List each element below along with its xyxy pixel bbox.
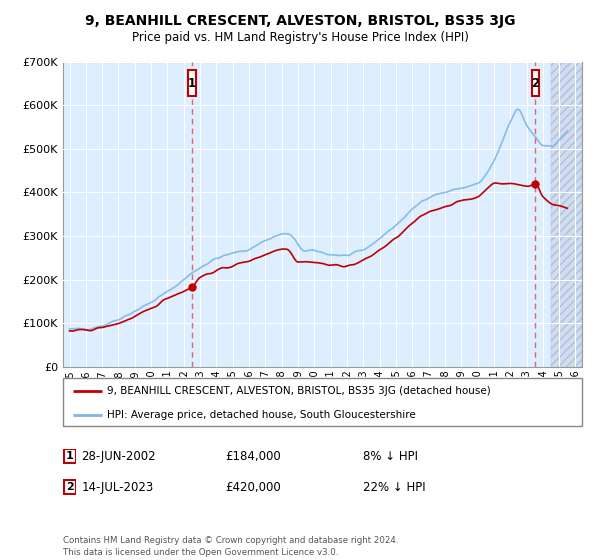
FancyBboxPatch shape [188,71,196,96]
Text: 14-JUL-2023: 14-JUL-2023 [82,480,154,494]
Bar [551,62,582,367]
Text: 9, BEANHILL CRESCENT, ALVESTON, BRISTOL, BS35 3JG: 9, BEANHILL CRESCENT, ALVESTON, BRISTOL,… [85,14,515,28]
Bar [551,62,582,367]
Text: HPI: Average price, detached house, South Gloucestershire: HPI: Average price, detached house, Sout… [107,410,416,420]
Text: £420,000: £420,000 [225,480,281,494]
Text: £184,000: £184,000 [225,450,281,463]
Text: 2: 2 [531,77,539,90]
Text: Price paid vs. HM Land Registry's House Price Index (HPI): Price paid vs. HM Land Registry's House … [131,31,469,44]
Text: 9, BEANHILL CRESCENT, ALVESTON, BRISTOL, BS35 3JG (detached house): 9, BEANHILL CRESCENT, ALVESTON, BRISTOL,… [107,386,491,396]
Text: 2: 2 [66,482,74,492]
FancyBboxPatch shape [532,71,539,96]
Text: 1: 1 [66,451,74,461]
Text: 22% ↓ HPI: 22% ↓ HPI [363,480,425,494]
Text: Contains HM Land Registry data © Crown copyright and database right 2024.
This d: Contains HM Land Registry data © Crown c… [63,536,398,557]
Text: 8% ↓ HPI: 8% ↓ HPI [363,450,418,463]
Text: 28-JUN-2002: 28-JUN-2002 [82,450,156,463]
Text: 1: 1 [188,77,196,90]
